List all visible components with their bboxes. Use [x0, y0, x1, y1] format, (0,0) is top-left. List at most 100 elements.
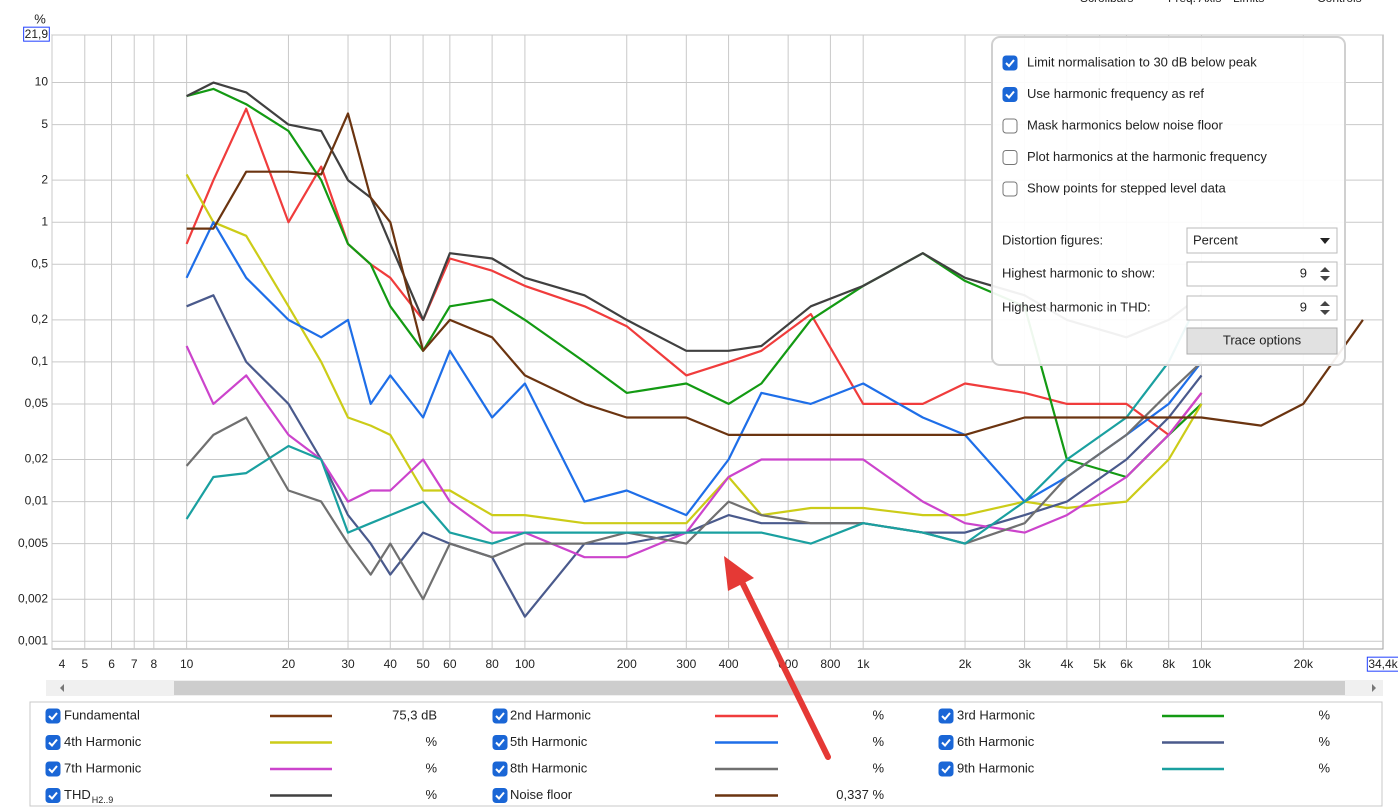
legend-name: 3rd Harmonic	[957, 707, 1036, 722]
checkbox[interactable]	[45, 761, 61, 777]
toolbar-button[interactable]: Freq. Axis	[1168, 0, 1221, 5]
scroll-right[interactable]	[1372, 684, 1376, 692]
legend-name-sub: H2..9	[92, 795, 114, 805]
checkmark	[495, 765, 505, 774]
legend-readout: %	[872, 707, 884, 722]
option-label: Highest harmonic in THD:	[1002, 299, 1151, 314]
legend-readout: %	[425, 760, 437, 775]
legend-name: 8th Harmonic	[510, 760, 588, 775]
checkmark	[48, 765, 58, 774]
checkmark	[48, 712, 58, 721]
x-tick-label: 80	[485, 657, 499, 671]
x-tick-label: 5k	[1093, 657, 1107, 671]
x-tick-label: 34,4k	[1368, 657, 1398, 671]
checkbox[interactable]	[492, 735, 508, 750]
legend-name: Noise floor	[510, 787, 573, 802]
checkbox[interactable]	[492, 708, 508, 724]
x-tick-label: 3k	[1018, 657, 1032, 671]
checkmark	[48, 791, 58, 800]
option-label: Distortion figures:	[1002, 232, 1103, 247]
legend-name: Fundamental	[64, 707, 140, 722]
legend-readout: 75,3 dB	[392, 707, 437, 722]
legend: Fundamental 75,3 dB 2nd Harmonic% 3rd Harmo…	[45, 707, 1330, 805]
y-tick-label: 0,005	[18, 536, 48, 550]
checkbox[interactable]	[1002, 118, 1018, 134]
y-tick-label: 0,001	[18, 633, 48, 647]
button[interactable]	[1186, 327, 1338, 355]
y-tick-label: 2	[41, 172, 48, 186]
checkmark	[495, 712, 505, 721]
checkmark	[1005, 90, 1015, 99]
button-label[interactable]: Trace options	[1223, 332, 1302, 347]
x-tick-label: 4k	[1061, 657, 1075, 671]
toolbar-button[interactable]: Controls	[1317, 0, 1362, 5]
trace	[186, 112, 1364, 436]
checkbox[interactable]	[938, 735, 954, 750]
x-tick-label: 50	[416, 657, 430, 671]
limit-box	[1366, 656, 1398, 672]
scroll-left[interactable]	[60, 684, 64, 692]
option-label: Show points for stepped level data	[1027, 180, 1227, 195]
checkmark	[941, 712, 951, 721]
checkbox[interactable]	[492, 788, 508, 803]
checkbox[interactable]	[938, 761, 954, 777]
trace	[185, 294, 1203, 545]
x-tick-label: 200	[617, 657, 637, 671]
checkmark	[495, 738, 505, 747]
x-tick-label: 6	[108, 657, 115, 671]
y-tick-label: 21,9	[25, 27, 49, 41]
x-tick-label: 8k	[1162, 657, 1176, 671]
checkbox[interactable]	[1002, 150, 1018, 165]
checkbox[interactable]	[45, 788, 61, 803]
spinbox[interactable]	[1186, 295, 1338, 321]
legend-name: THD	[64, 787, 91, 802]
toolbar-button[interactable]: Limits	[1233, 0, 1264, 5]
legend-table	[29, 701, 1383, 807]
legend-readout: %	[1318, 734, 1330, 749]
x-tick-label: 8	[150, 657, 157, 671]
x-tick-label: 60	[443, 657, 457, 671]
checkbox[interactable]	[1002, 55, 1018, 71]
dropdown[interactable]	[1186, 227, 1338, 254]
x-tick-label: 100	[515, 657, 535, 671]
spinbox[interactable]	[1186, 261, 1338, 287]
y-tick-label: 0,02	[25, 452, 49, 466]
x-tick-label: 20k	[1294, 657, 1314, 671]
checkbox[interactable]	[938, 708, 954, 724]
y-tick-label: 0,01	[25, 494, 49, 508]
toolbar-button[interactable]: Scrollbars	[1080, 0, 1133, 5]
y-tick-label: 10	[35, 75, 49, 89]
legend-readout: %	[872, 760, 884, 775]
checkbox[interactable]	[1002, 181, 1018, 197]
x-tick-label: 40	[384, 657, 398, 671]
x-tick-label: 800	[820, 657, 840, 671]
y-tick-label: 0,05	[25, 396, 49, 410]
legend-readout: %	[872, 734, 884, 749]
checkbox[interactable]	[45, 708, 61, 724]
y-tick-label: 5	[41, 117, 48, 131]
arrow-head	[724, 556, 754, 591]
option-label: Limit normalisation to 30 dB below peak	[1027, 54, 1257, 69]
x-tick-label: 6k	[1120, 657, 1134, 671]
x-tick-label: 4	[59, 657, 66, 671]
y-tick-label: 0,1	[31, 354, 48, 368]
scrollbar-thumb[interactable]	[174, 681, 1345, 695]
legend-name: 4th Harmonic	[64, 734, 142, 749]
checkbox[interactable]	[492, 761, 508, 777]
legend-readout: %	[1318, 760, 1330, 775]
annotation-arrow	[724, 556, 831, 760]
trace	[185, 221, 1203, 517]
option-label: Mask harmonics below noise floor	[1027, 117, 1223, 132]
legend-name: 2nd Harmonic	[510, 707, 591, 722]
dropdown-arrow	[1320, 238, 1330, 244]
checkbox[interactable]	[1002, 87, 1018, 102]
x-tick-label: 1k	[857, 657, 871, 671]
checkbox[interactable]	[45, 735, 61, 750]
x-tick-label: 5	[81, 657, 88, 671]
dropdown-value: Percent	[1193, 232, 1238, 247]
options: Limit normalisation to 30 dB below peak U…	[1002, 54, 1338, 355]
legend-readout: %	[425, 787, 437, 802]
option-label: Highest harmonic to show:	[1002, 265, 1155, 280]
x-tick-label: 7	[131, 657, 138, 671]
